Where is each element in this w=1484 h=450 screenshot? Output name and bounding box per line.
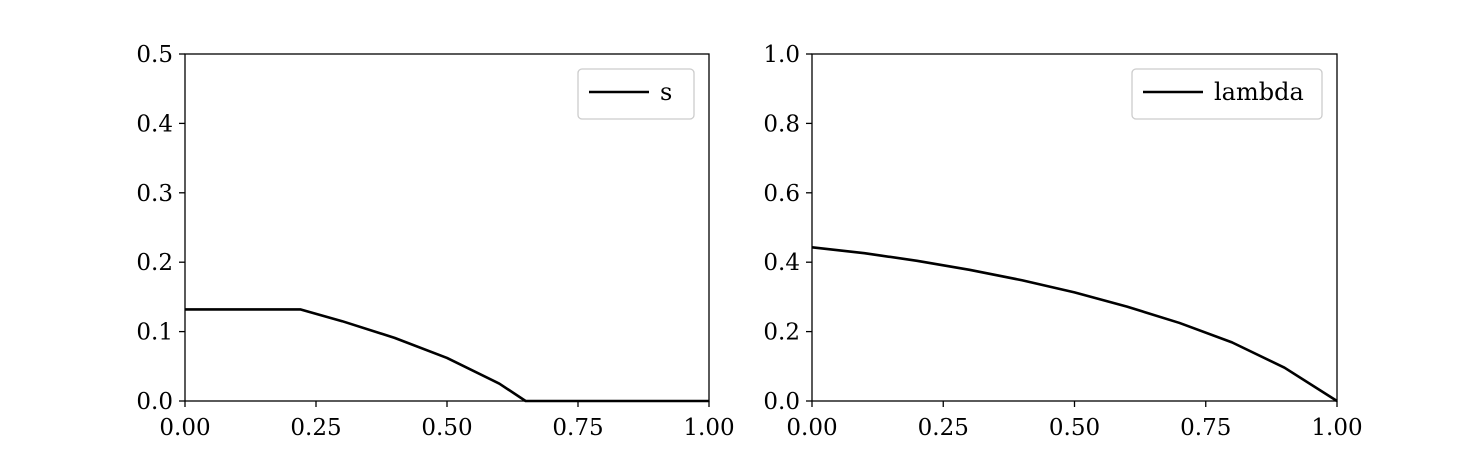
- y-tick-label: 0.0: [136, 389, 173, 415]
- y-tick-label: 0.2: [136, 250, 173, 276]
- legend-box: [1131, 68, 1323, 120]
- x-tick-label: 0.75: [1180, 415, 1231, 441]
- y-tick-label: 0.4: [763, 250, 800, 276]
- y-tick-label: 1.0: [763, 42, 800, 68]
- legend-label: s: [660, 78, 672, 106]
- x-tick-label: 0.75: [552, 415, 603, 441]
- y-tick-label: 0.5: [136, 42, 173, 68]
- legend-label: lambda: [1214, 78, 1304, 106]
- y-tick-label: 0.3: [136, 181, 173, 207]
- x-tick-label: 0.00: [786, 415, 837, 441]
- right-subplot: 0.00 0.25 0.50 0.75 1.00 0.0 0.2 0.4 0.6 0.8 1.0 la…: [763, 42, 1362, 441]
- x-tick-label: 0.50: [1049, 415, 1100, 441]
- y-tick-label: 0.1: [136, 320, 173, 346]
- y-tick-label: 0.2: [763, 320, 800, 346]
- x-tick-label: 0.25: [290, 415, 341, 441]
- x-tick-label: 1.00: [1311, 415, 1362, 441]
- x-tick-label: 0.50: [421, 415, 472, 441]
- y-tick-label: 0.0: [763, 389, 800, 415]
- legend-box: [577, 68, 695, 120]
- y-tick-label: 0.6: [763, 181, 800, 207]
- x-tick-label: 0.25: [918, 415, 969, 441]
- series-line-lambda: [811, 245, 1338, 403]
- x-tick-label: 1.00: [683, 415, 734, 441]
- x-tick-label: 0.00: [159, 415, 210, 441]
- left-subplot: 0.00 0.25 0.50 0.75 1.00 0.0 0.1 0.2 0.3 0.4 0.5 s: [136, 42, 734, 441]
- y-tick-label: 0.8: [763, 111, 800, 137]
- y-tick-label: 0.4: [136, 111, 173, 137]
